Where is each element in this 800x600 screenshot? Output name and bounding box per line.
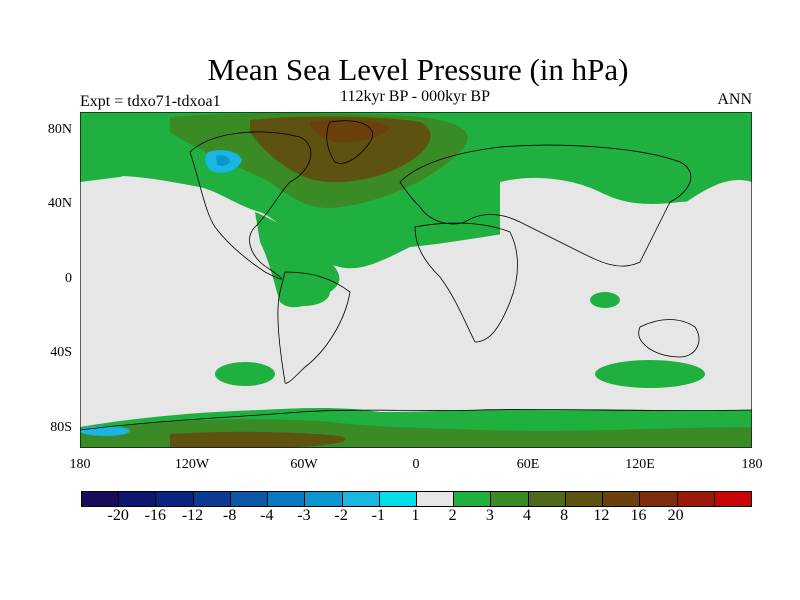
chart-subtitle: 112kyr BP - 000kyr BP <box>340 88 490 105</box>
contour-green-pacific-n <box>639 146 752 184</box>
neutral-nw-atlantic <box>80 207 270 302</box>
colorbar-label: 2 <box>448 507 457 524</box>
colorbar-label: -2 <box>334 507 348 524</box>
colorbar-swatch <box>416 492 455 506</box>
contour-brown-south <box>170 431 346 448</box>
coast-australia <box>638 319 700 358</box>
coastlines <box>80 120 752 431</box>
colorbar-label: 16 <box>630 507 647 524</box>
lon-tick-60w: 60W <box>290 457 318 472</box>
colorbar-swatch <box>603 492 641 506</box>
lat-tick-80n: 80N <box>47 122 72 137</box>
colorbar-label: -1 <box>371 507 385 524</box>
coast-greenland <box>326 120 373 164</box>
colorbar-swatch <box>491 492 529 506</box>
coast-antarctica <box>80 409 752 431</box>
colorbar-swatch <box>677 492 715 506</box>
colorbar-label: 4 <box>523 507 531 524</box>
colorbar-label: -20 <box>107 507 129 524</box>
experiment-label: Expt = tdxo71-tdxoa1 <box>80 93 221 110</box>
neutral-asia-pacific <box>500 177 752 312</box>
lat-tick-40s: 40S <box>50 345 72 360</box>
colorbar-swatch <box>640 492 678 506</box>
season-label: ANN <box>717 91 752 108</box>
colorbar-swatch <box>268 492 306 506</box>
coast-north-america <box>189 131 312 280</box>
contour-dark-arctic <box>310 119 390 143</box>
contour-brown-arctic <box>250 116 431 183</box>
lat-tick-40n: 40N <box>47 196 72 211</box>
contour-green-indian-ocean <box>590 292 620 308</box>
lon-tick-60e: 60E <box>516 457 540 472</box>
colorbar-label: 1 <box>411 507 420 524</box>
contour-hudson-low-core <box>216 155 230 167</box>
colorbar-swatch <box>156 492 194 506</box>
colorbar-swatch <box>305 492 343 506</box>
colorbar <box>81 491 752 507</box>
contour-green-s-indian <box>595 360 705 388</box>
colorbar-swatch <box>82 492 120 506</box>
coast-africa <box>414 222 518 343</box>
colorbar-label: -3 <box>297 507 311 524</box>
colorbar-swatch <box>528 492 566 506</box>
lon-tick-120e: 120E <box>625 457 655 472</box>
colorbar-label: -8 <box>222 507 237 524</box>
colorbar-label: 20 <box>667 507 684 524</box>
colorbar-label: 3 <box>485 507 494 524</box>
lat-tick-80s: 80S <box>50 420 72 435</box>
colorbar-swatch <box>119 492 157 506</box>
colorbar-label: -12 <box>181 507 204 524</box>
colorbar-swatch <box>193 492 231 506</box>
colorbar-swatch <box>714 492 751 506</box>
contour-green-npac <box>80 142 144 182</box>
colorbar-label: -16 <box>144 507 166 524</box>
colorbar-label: -4 <box>260 507 274 524</box>
coast-south-america <box>277 271 351 384</box>
lon-tick-0: 0 <box>412 457 420 472</box>
coast-europe-asia <box>399 144 692 267</box>
colorbar-swatch <box>230 492 269 506</box>
contour-green-atlantic-tropics <box>280 278 330 306</box>
colorbar-swatch <box>379 492 417 506</box>
contour-green-s-pacific <box>215 362 275 386</box>
chart-title: Mean Sea Level Pressure (in hPa) <box>207 52 629 87</box>
colorbar-swatch <box>565 492 604 506</box>
lon-tick-180w: 180 <box>69 457 91 472</box>
lat-tick-0: 0 <box>65 271 72 286</box>
colorbar-swatch <box>342 492 380 506</box>
colorbar-label: 12 <box>593 507 610 524</box>
colorbar-label: 8 <box>560 507 569 524</box>
pressure-map <box>80 112 752 448</box>
lon-tick-180e: 180 <box>741 457 763 472</box>
lon-tick-120w: 120W <box>174 457 210 472</box>
colorbar-swatch <box>454 492 492 506</box>
